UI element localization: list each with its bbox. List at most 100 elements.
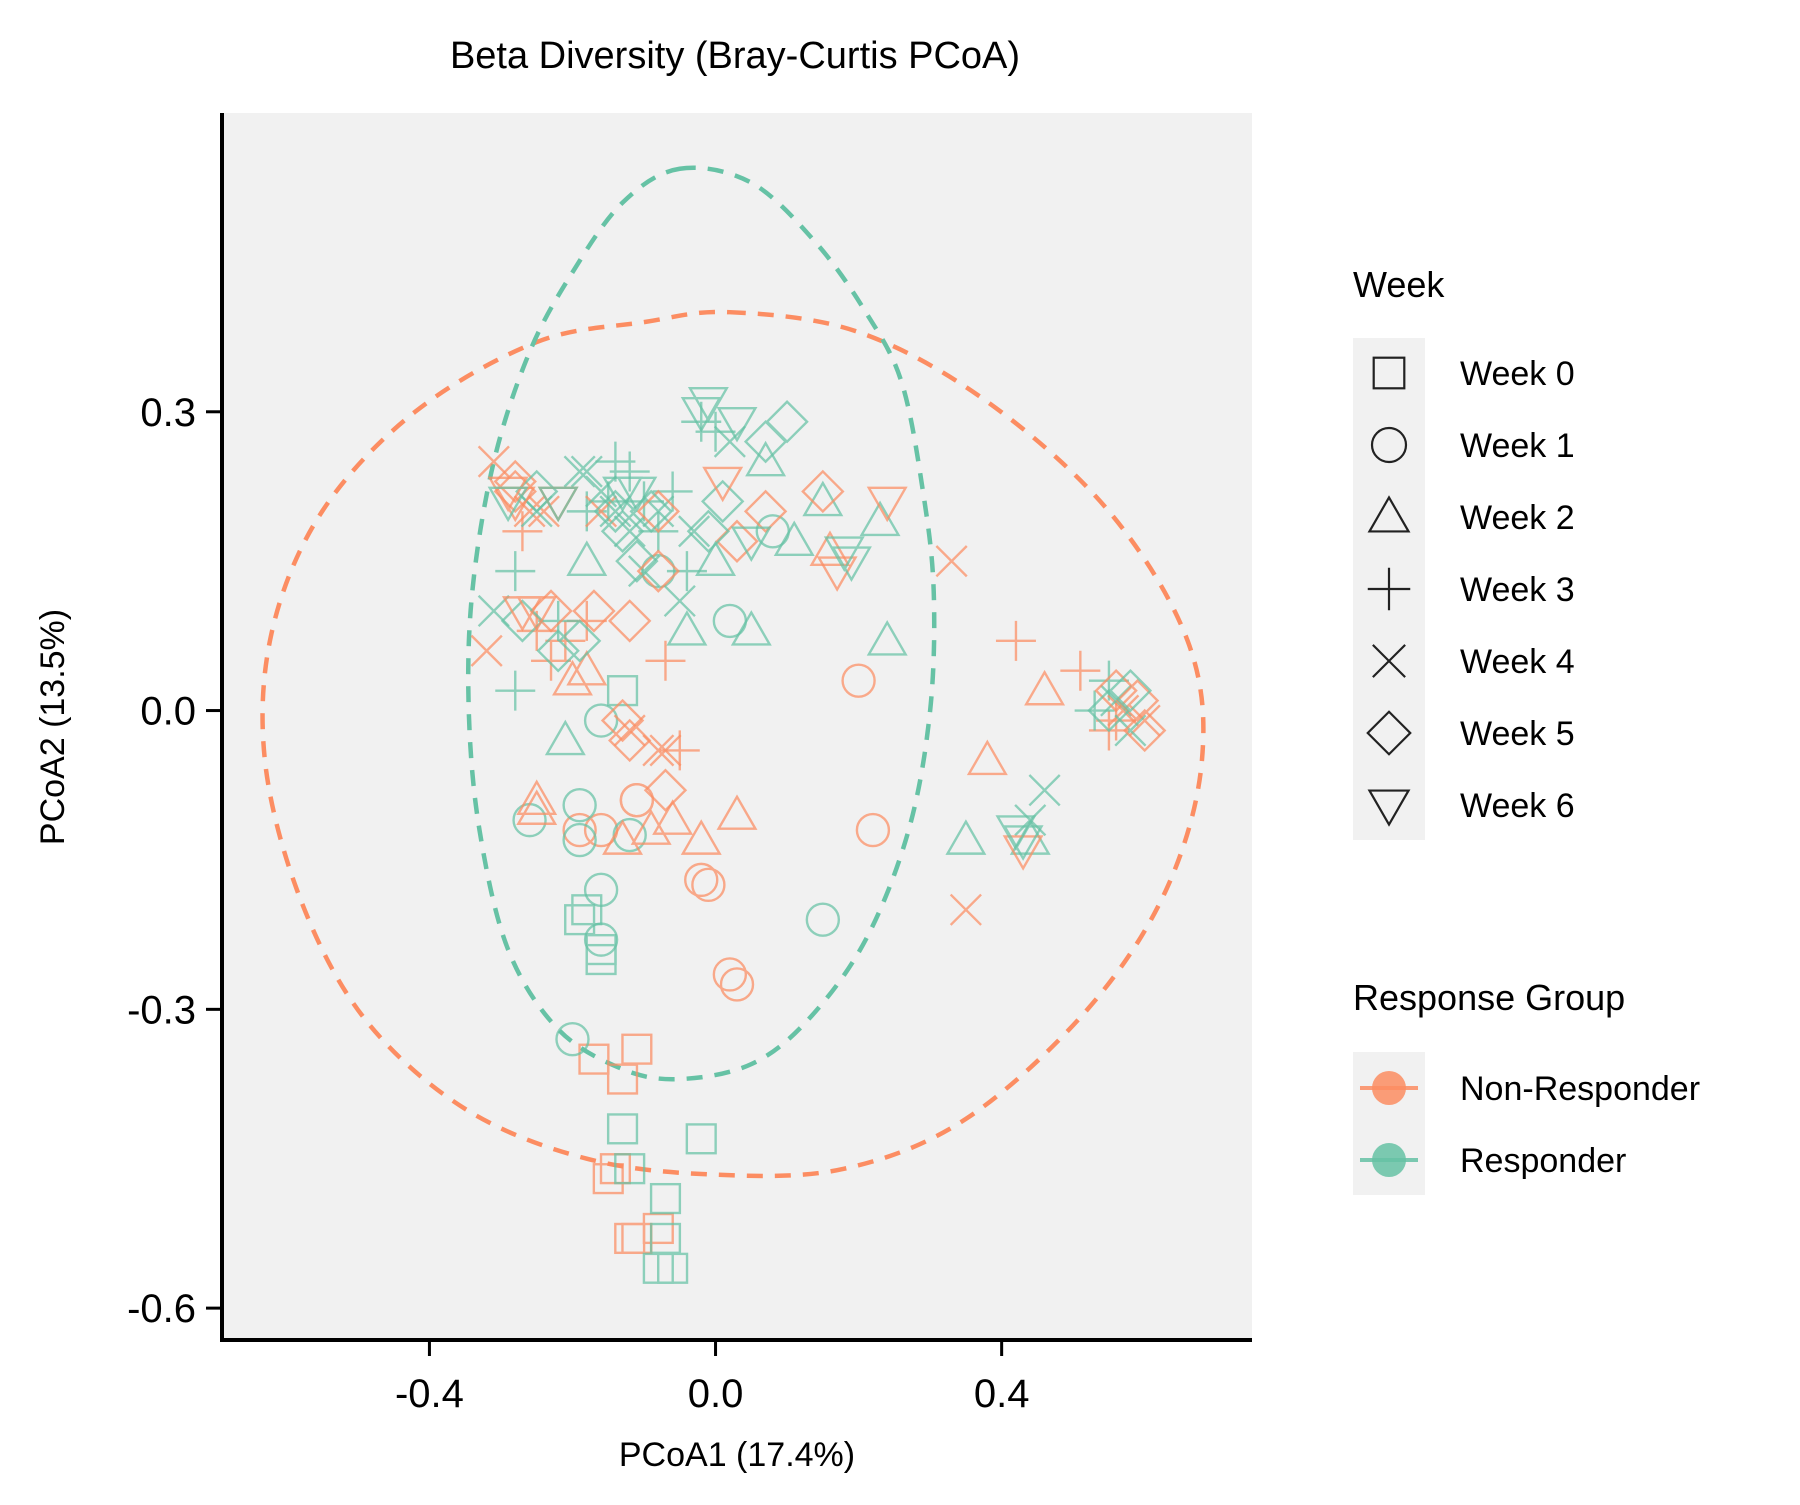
data-point	[1108, 668, 1153, 713]
data-point	[500, 599, 545, 643]
data-point	[686, 509, 731, 553]
data-point	[743, 489, 788, 534]
week-legend-item: Week 4	[1372, 643, 1575, 681]
y-axis-title: PCoA2 (13.5%)	[34, 609, 72, 845]
response-legend-label: Non-Responder	[1460, 1070, 1700, 1108]
data-point	[600, 509, 645, 553]
data-point	[544, 719, 586, 756]
diamond-icon	[1366, 710, 1412, 756]
data-point	[809, 530, 851, 567]
cross-icon	[1372, 644, 1406, 678]
plot-panel	[222, 113, 1252, 1338]
data-point	[830, 546, 872, 582]
triangle-down-icon	[1367, 789, 1411, 827]
data-point	[1123, 708, 1167, 753]
data-point	[578, 1043, 610, 1075]
data-point	[493, 459, 537, 504]
x-tick-label: -0.4	[395, 1372, 464, 1416]
data-point	[1074, 690, 1115, 731]
data-point	[801, 469, 845, 514]
data-point	[745, 440, 787, 477]
y-tick-label: 0.0	[140, 690, 196, 734]
data-point	[606, 1063, 639, 1095]
response-group-legend: Response Group Non-Responder Responder	[1353, 977, 1700, 1195]
data-point	[608, 599, 652, 643]
data-point	[487, 476, 529, 513]
data-point	[585, 943, 617, 976]
data-point	[995, 815, 1037, 851]
data-point	[1094, 668, 1138, 713]
data-point	[1024, 669, 1066, 706]
data-point	[695, 540, 737, 576]
data-point	[680, 396, 722, 433]
tick-layer: -0.4 0.0 0.4 0.3 0.0 -0.3 -0.6	[127, 391, 1029, 1416]
data-point	[730, 526, 772, 563]
data-point	[616, 476, 658, 513]
data-point	[562, 812, 597, 848]
circle-icon	[1370, 426, 1408, 464]
data-point	[643, 768, 688, 812]
data-point	[949, 893, 982, 926]
data-point	[680, 819, 722, 855]
week-legend-item: Week 0	[1372, 355, 1575, 393]
data-point	[470, 634, 503, 667]
data-point	[583, 922, 619, 957]
data-point	[566, 540, 608, 576]
data-point	[823, 536, 865, 573]
data-point	[487, 486, 529, 523]
week-legend-label: Week 3	[1460, 571, 1575, 609]
data-point	[1002, 825, 1044, 861]
data-point	[557, 619, 602, 663]
data-point	[855, 812, 891, 848]
data-point	[537, 486, 579, 523]
confidence-ellipse-responder	[465, 165, 937, 1082]
data-point	[841, 663, 876, 698]
data-point	[608, 718, 652, 763]
data-point	[572, 589, 616, 633]
data-point	[773, 520, 815, 557]
week-legend-title: Week	[1353, 264, 1445, 305]
data-point	[495, 670, 536, 711]
data-point	[555, 1022, 590, 1057]
ellipse-layer	[260, 165, 1206, 1179]
data-point	[545, 620, 586, 661]
data-point	[666, 551, 707, 592]
data-point	[538, 600, 579, 641]
data-point	[629, 489, 673, 534]
data-point	[536, 629, 580, 673]
data-point	[719, 967, 755, 1002]
data-point	[945, 819, 987, 855]
data-point	[614, 1153, 646, 1185]
data-point	[687, 387, 729, 423]
response-legend-label: Responder	[1460, 1142, 1626, 1180]
data-point	[966, 739, 1008, 776]
data-point	[649, 734, 682, 767]
data-point	[652, 799, 694, 835]
week-legend-item: Week 1	[1370, 426, 1575, 465]
data-point	[562, 822, 597, 858]
data-point	[716, 406, 758, 443]
series-responder-week-2	[544, 440, 1051, 855]
plus-icon	[1367, 567, 1411, 611]
data-point	[866, 486, 908, 523]
response-legend-title: Response Group	[1353, 977, 1625, 1018]
y-tick-label: -0.3	[127, 988, 196, 1032]
week-legend-item: Week 6	[1367, 787, 1575, 827]
data-point	[552, 659, 593, 696]
data-point	[1096, 700, 1137, 741]
data-point	[588, 481, 629, 522]
data-point	[713, 425, 746, 458]
data-point	[1028, 774, 1061, 807]
data-point	[516, 789, 558, 825]
data-point	[678, 515, 711, 548]
data-point	[995, 620, 1036, 661]
series-responder-week-6	[487, 387, 1044, 861]
week-legend-label: Week 0	[1460, 355, 1575, 393]
data-point	[615, 539, 659, 583]
week-legend-label: Week 2	[1460, 499, 1575, 537]
data-point	[702, 466, 744, 503]
x-tick-label: 0.0	[688, 1372, 744, 1416]
data-point	[516, 779, 558, 815]
week-legend-label: Week 6	[1460, 787, 1575, 825]
